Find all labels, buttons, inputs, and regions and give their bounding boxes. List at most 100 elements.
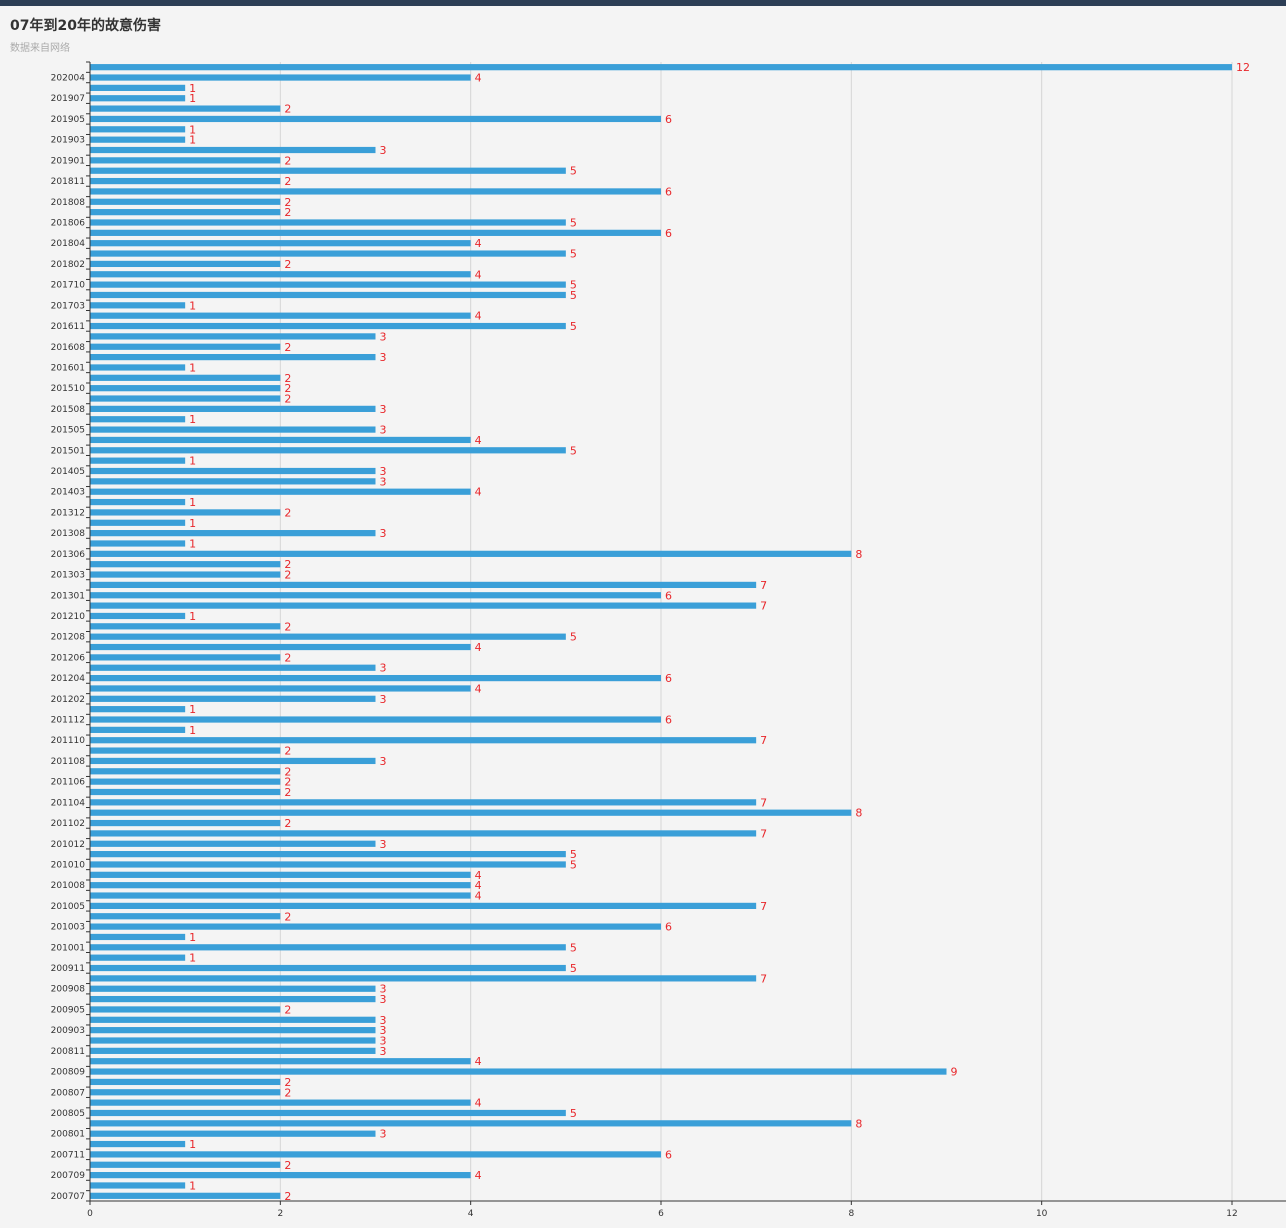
bar (90, 1006, 281, 1013)
y-tick-label: 201003 (51, 923, 85, 933)
data-label: 2 (284, 206, 291, 219)
y-tick-label: 201808 (51, 198, 86, 208)
bar (90, 322, 566, 330)
y-tick-label: 201903 (51, 136, 85, 146)
y-tick-label: 201008 (51, 881, 86, 891)
bar (90, 250, 566, 257)
data-label: 6 (665, 589, 672, 602)
bar (90, 1027, 376, 1034)
y-tick-label: 200807 (51, 1088, 85, 1098)
data-label: 1 (189, 455, 196, 468)
bar (90, 416, 186, 423)
data-label: 8 (855, 1117, 862, 1130)
bar (90, 871, 471, 878)
data-label: 2 (284, 745, 291, 758)
bar (90, 436, 471, 444)
data-label: 1 (189, 537, 196, 550)
y-tick-label: 201106 (51, 778, 86, 788)
bar (90, 385, 281, 392)
bar (90, 581, 757, 589)
bar (90, 209, 281, 216)
bar (90, 240, 471, 247)
data-label: 3 (380, 693, 387, 706)
bar (90, 695, 376, 702)
data-label: 3 (380, 1035, 387, 1048)
bar (90, 819, 281, 827)
data-label: 2 (284, 175, 291, 188)
data-label: 6 (665, 672, 672, 685)
y-tick-label: 201811 (51, 177, 85, 187)
bar (90, 498, 186, 506)
y-tick-label: 201501 (51, 446, 85, 456)
bar (90, 519, 186, 526)
data-label: 2 (284, 1076, 291, 1089)
data-label: 7 (760, 796, 767, 809)
y-tick-label: 200811 (51, 1047, 85, 1057)
x-tick-label: 2 (277, 1209, 283, 1219)
bar (90, 1037, 376, 1044)
data-label: 8 (855, 807, 862, 820)
bar (90, 664, 376, 671)
data-label: 3 (380, 838, 387, 851)
data-label: 3 (380, 1128, 387, 1141)
bar (90, 447, 566, 454)
bar (90, 1140, 186, 1148)
bar (90, 405, 376, 412)
y-tick-label: 201012 (51, 840, 85, 850)
bar (90, 1172, 471, 1179)
data-label: 8 (855, 548, 862, 561)
bar (90, 964, 566, 972)
y-tick-label: 200911 (51, 964, 85, 974)
data-label: 7 (760, 827, 767, 840)
bar (90, 892, 471, 899)
y-tick-label: 200805 (51, 1109, 85, 1119)
data-label: 1 (189, 724, 196, 737)
bar (90, 561, 281, 568)
y-tick-label: 200801 (51, 1130, 85, 1140)
data-label: 3 (380, 424, 387, 437)
data-label: 2 (284, 776, 291, 789)
y-tick-label: 201108 (51, 757, 86, 767)
bar (90, 1130, 376, 1137)
x-tick-label: 0 (87, 1209, 93, 1219)
bar (90, 933, 186, 941)
bar (90, 623, 281, 630)
bar (90, 540, 186, 547)
y-tick-label: 201306 (51, 550, 86, 560)
bar (90, 530, 376, 537)
bar (90, 685, 471, 692)
data-label: 1 (189, 123, 196, 136)
y-tick-label: 201104 (51, 798, 86, 808)
data-label: 2 (284, 910, 291, 923)
y-tick-label: 201710 (51, 281, 86, 291)
data-label: 2 (284, 154, 291, 167)
bar (90, 115, 661, 123)
data-label: 2 (284, 103, 291, 116)
bar (90, 198, 281, 205)
y-tick-label: 201010 (51, 860, 86, 870)
y-tick-label: 201206 (51, 653, 86, 663)
bar (90, 229, 661, 236)
y-tick-label: 201202 (51, 695, 85, 705)
x-tick-label: 10 (1036, 1209, 1048, 1219)
chart-title: 07年到20年的故意伤害 (10, 18, 161, 34)
y-tick-label: 201611 (51, 322, 85, 332)
bar (90, 64, 1232, 71)
data-label: 6 (665, 185, 672, 198)
bar (90, 778, 281, 785)
data-label: 5 (570, 248, 577, 261)
x-tick-label: 8 (848, 1209, 854, 1219)
data-label: 2 (284, 372, 291, 385)
data-label: 4 (475, 434, 482, 447)
bar (90, 157, 281, 164)
y-tick-label: 201905 (51, 115, 85, 125)
data-label: 1 (189, 413, 196, 426)
bar (90, 1161, 281, 1168)
y-tick-label: 202004 (51, 74, 86, 84)
y-tick-label: 201907 (51, 94, 85, 104)
y-tick-label: 201312 (51, 508, 85, 518)
data-label: 2 (284, 341, 291, 354)
bar (90, 84, 186, 91)
y-tick-label: 201110 (51, 736, 86, 746)
y-tick-label: 200903 (51, 1026, 85, 1036)
